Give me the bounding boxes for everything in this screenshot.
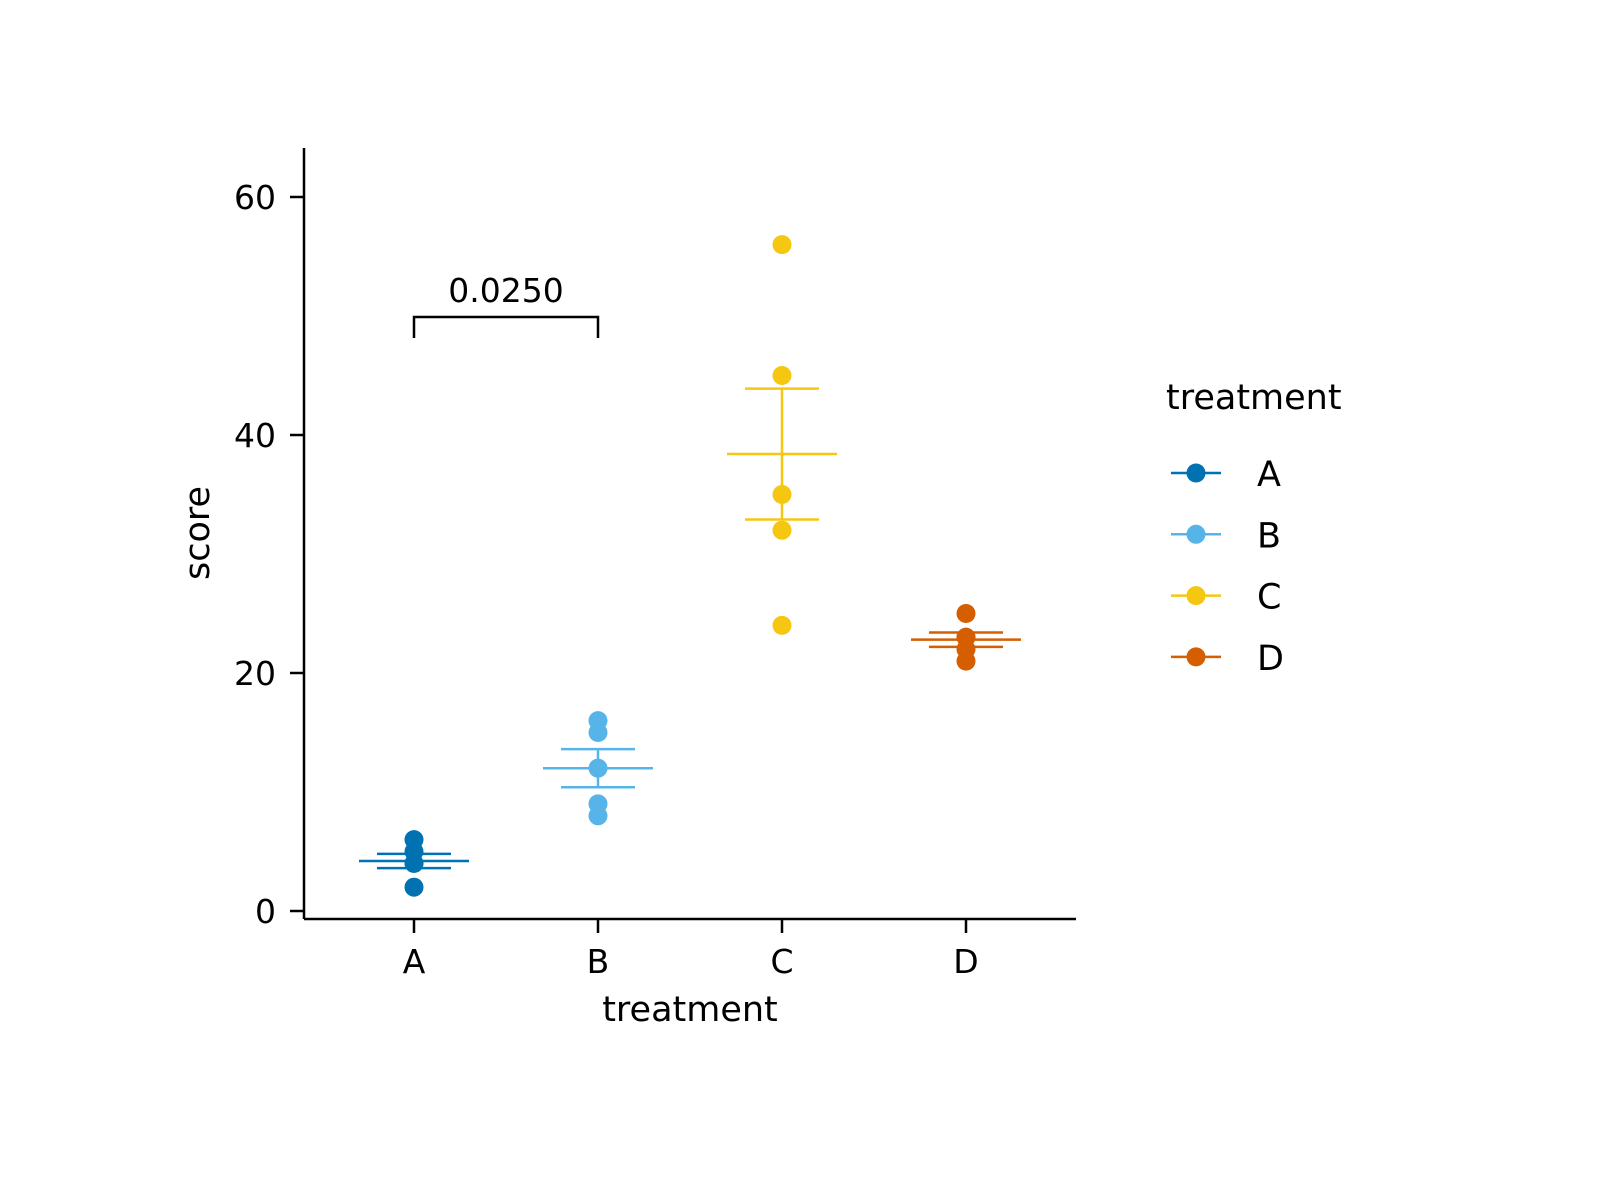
x-tick-label: B: [587, 942, 610, 981]
y-axis: 0 20 40 60: [234, 148, 306, 931]
legend-item-C: C: [1171, 578, 1281, 618]
legend-label: C: [1257, 578, 1281, 618]
legend-marker-icon: [1186, 586, 1206, 606]
legend-item-A: A: [1171, 455, 1281, 495]
series-D: [911, 604, 1021, 671]
legend-label: A: [1257, 455, 1281, 495]
data-point: [404, 877, 424, 897]
series-C: [727, 235, 837, 635]
legend-item-B: B: [1171, 516, 1281, 556]
significance-bracket: [412, 315, 600, 338]
data-point: [772, 366, 792, 385]
y-tick-label: 60: [234, 178, 276, 217]
p-value-label: 0.0250: [448, 271, 563, 310]
data-point: [772, 485, 792, 504]
data-point: [956, 604, 976, 623]
series-B: [543, 711, 653, 826]
y-tick-label: 0: [255, 892, 276, 931]
y-tick-label: 40: [234, 416, 276, 455]
data-point: [772, 235, 792, 255]
data-point: [956, 627, 976, 647]
series-A: [359, 830, 469, 897]
legend-marker-icon: [1186, 647, 1206, 667]
x-tick-label: C: [770, 942, 793, 981]
y-axis-title: score: [178, 486, 218, 580]
data-point: [772, 615, 792, 635]
x-tick-label: D: [953, 942, 978, 981]
x-axis-title: treatment: [602, 990, 778, 1030]
data-point: [588, 758, 608, 778]
data-point: [588, 711, 608, 731]
legend-label: D: [1257, 639, 1284, 679]
plot-area: [359, 235, 1021, 897]
data-point: [772, 520, 792, 540]
x-tick-label: A: [403, 942, 426, 981]
legend-label: B: [1257, 516, 1281, 556]
legend-marker-icon: [1186, 524, 1206, 544]
legend-marker-icon: [1186, 463, 1206, 483]
legend-title: treatment: [1166, 378, 1342, 418]
legend-item-D: D: [1171, 639, 1284, 679]
data-point: [404, 830, 424, 850]
x-axis: A B C D: [304, 917, 1076, 981]
annotations: 0.0250: [412, 271, 600, 338]
data-point: [588, 794, 608, 814]
y-tick-label: 20: [234, 654, 276, 693]
